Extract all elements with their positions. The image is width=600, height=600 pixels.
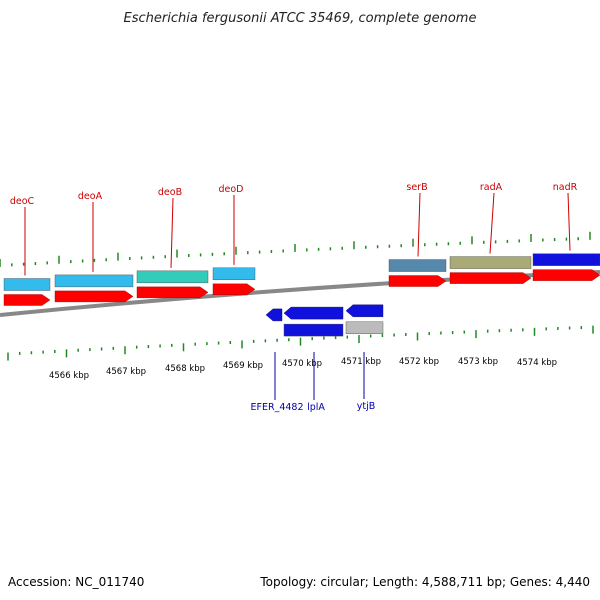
gene-arrow-forward — [449, 272, 532, 284]
gene-label: serB — [406, 182, 427, 193]
gene-arrow-reverse — [345, 304, 384, 318]
gene-label: deoC — [10, 196, 35, 207]
gene-cog-bar — [532, 253, 600, 266]
gene-arrow-forward — [388, 275, 447, 287]
kbp-labels: 4566 kbp 4567 kbp 4568 kbp 4569 kbp 4570 kbp… — [49, 357, 557, 381]
kbp-label: 4568 kbp — [165, 364, 205, 374]
kbp-label: 4566 kbp — [49, 371, 89, 381]
kbp-label: 4567 kbp — [106, 367, 146, 377]
gene-label: nadR — [553, 182, 578, 193]
gene-leader-line — [417, 192, 421, 257]
gene-label: ytjB — [357, 401, 376, 412]
kbp-label: 4573 kbp — [458, 357, 498, 367]
gene-labels: deoC deoA deoB deoD serB radA nadR EFER_4482 lpl… — [10, 182, 578, 413]
gene-arrow-forward — [532, 269, 600, 281]
gene-arrow-reverse — [265, 308, 283, 322]
kbp-label: 4570 kbp — [282, 359, 322, 369]
gene-cog-bar — [212, 267, 256, 281]
topology-text: Topology: circular; Length: 4,588,711 bp… — [259, 575, 590, 589]
gene-arrow-forward — [212, 283, 256, 296]
gene-arrow-forward — [3, 294, 51, 306]
gene-arrow-forward — [54, 290, 134, 303]
kbp-label: 4572 kbp — [399, 357, 439, 367]
gene-cog-bar — [3, 278, 51, 291]
gene-cog-bar — [283, 323, 344, 337]
gene-features — [3, 253, 600, 337]
kbp-label: 4574 kbp — [517, 358, 557, 368]
kbp-label: 4571 kbp — [341, 357, 381, 367]
gene-label: radA — [480, 182, 503, 193]
gene-label: EFER_4482 — [251, 402, 304, 413]
gene-arrow-forward — [136, 286, 209, 299]
accession-text: Accession: NC_011740 — [8, 575, 144, 589]
tick-row-top — [0, 231, 591, 267]
gene-arrow-reverse — [283, 306, 344, 320]
gene-leader-line — [489, 192, 495, 254]
gene-label: lplA — [307, 402, 325, 413]
kbp-label: 4569 kbp — [223, 361, 263, 371]
tick-row-bottom — [7, 325, 594, 361]
gene-leader-line — [170, 197, 174, 268]
gene-cog-bar — [449, 256, 532, 269]
gene-label: deoA — [78, 191, 103, 202]
gene-leader-line — [567, 192, 571, 251]
gene-cog-bar — [136, 270, 209, 284]
gene-label: deoD — [218, 184, 243, 195]
gene-label: deoB — [158, 187, 182, 198]
gene-cog-bar — [345, 321, 384, 335]
gene-cog-bar — [388, 259, 447, 272]
genome-title: Escherichia fergusonii ATCC 35469, compl… — [124, 11, 477, 26]
gene-cog-bar — [54, 274, 134, 288]
